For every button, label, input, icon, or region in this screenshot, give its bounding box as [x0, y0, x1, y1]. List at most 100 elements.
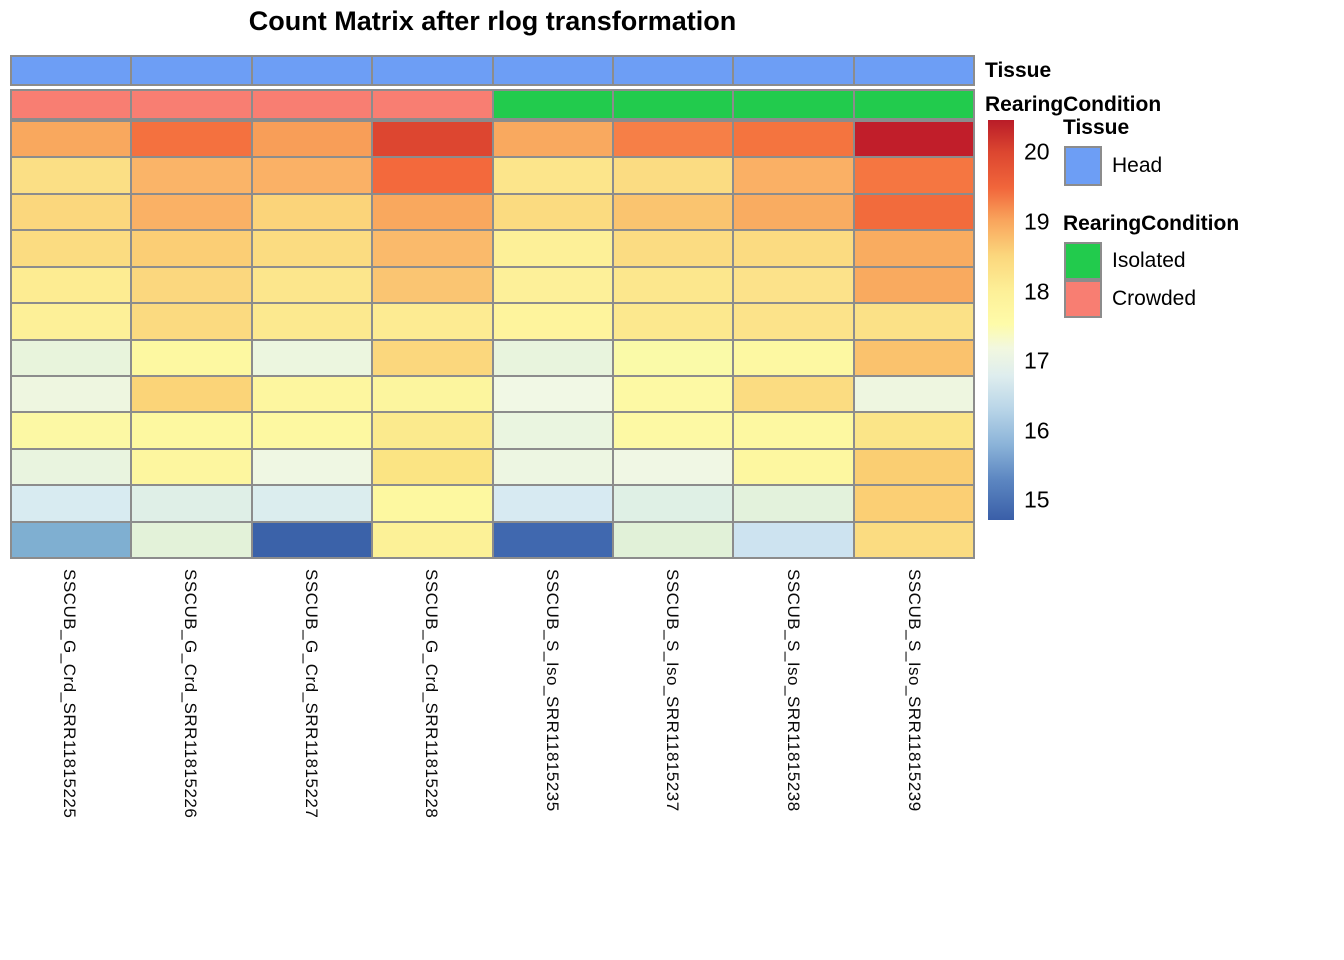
heatmap-cell — [132, 413, 251, 448]
heatmap-cell — [373, 122, 492, 157]
heatmap-cell — [734, 522, 853, 557]
heatmap-cell — [613, 449, 733, 485]
legend-tissue-header: Tissue — [1063, 116, 1130, 139]
tissue-annotation-cell — [493, 57, 612, 84]
heatmap-cell — [493, 340, 612, 375]
heatmap-cell — [854, 376, 973, 412]
heatmap-cell — [613, 194, 733, 230]
heatmap-cell — [373, 158, 492, 193]
heatmap-cell — [132, 486, 251, 521]
heatmap-cell — [252, 376, 372, 412]
heatmap-cell — [132, 231, 251, 266]
heatmap-cell — [373, 194, 492, 230]
rearing-annotation-cell — [252, 91, 372, 118]
rearing-annotation-cell — [373, 91, 492, 118]
annotation-row-tissue — [10, 55, 975, 86]
heatmap-cell — [613, 486, 733, 521]
tissue-annotation-cell — [12, 57, 131, 84]
heatmap-cell — [132, 340, 251, 375]
heatmap-cell — [252, 522, 372, 557]
crowded-legend-label: Crowded — [1112, 287, 1197, 310]
rearing-annotation-cell — [132, 91, 251, 118]
annotation-label-rearing-condition: RearingCondition — [985, 93, 1162, 116]
heatmap-cell — [252, 449, 372, 485]
tissue-annotation-cell — [854, 57, 973, 84]
heatmap-cell — [12, 413, 131, 448]
heatmap-cell — [854, 449, 973, 485]
heatmap-cell — [252, 304, 372, 339]
heatmap-cell — [373, 267, 492, 303]
heatmap-cell — [854, 267, 973, 303]
heatmap-cell — [132, 194, 251, 230]
colorbar-gradient — [988, 120, 1014, 520]
heatmap-cell — [613, 231, 733, 266]
heatmap-cell — [252, 158, 372, 193]
heatmap-cell — [252, 340, 372, 375]
rearing-annotation-cell — [613, 91, 733, 118]
rearing-annotation-cell — [493, 91, 612, 118]
head-legend-label: Head — [1112, 154, 1163, 177]
heatmap-cell — [373, 486, 492, 521]
heatmap-cell — [613, 158, 733, 193]
heatmap-cell — [373, 231, 492, 266]
heatmap-cell — [613, 122, 733, 157]
heatmap-cell — [734, 158, 853, 193]
heatmap-cell — [613, 522, 733, 557]
tissue-annotation-cell — [373, 57, 492, 84]
heatmap-cell — [493, 122, 612, 157]
heatmap-cell — [12, 449, 131, 485]
heatmap-cell — [854, 158, 973, 193]
tissue-annotation-cell — [132, 57, 251, 84]
heatmap-cell — [734, 340, 853, 375]
heatmap-cell — [132, 522, 251, 557]
annotation-label-tissue: Tissue — [985, 59, 1052, 82]
column-label: SSCUB_S_Iso_SRR11815239 — [904, 569, 924, 812]
heatmap-cell — [373, 449, 492, 485]
heatmap-cell — [12, 231, 131, 266]
heatmap-cell — [252, 413, 372, 448]
colorbar-tick-label: 20 — [1024, 138, 1050, 165]
heatmap-cell — [854, 122, 973, 157]
heatmap-cell — [613, 304, 733, 339]
heatmap-cell — [854, 194, 973, 230]
tissue-annotation-cell — [734, 57, 853, 84]
heatmap-cell — [252, 486, 372, 521]
tissue-annotation-cell — [252, 57, 372, 84]
heatmap-cell — [493, 522, 612, 557]
crowded-legend-swatch — [1064, 280, 1102, 318]
column-label: SSCUB_S_Iso_SRR11815237 — [663, 569, 683, 812]
heatmap-cell — [493, 194, 612, 230]
heatmap-cell — [12, 304, 131, 339]
heatmap-cell — [252, 231, 372, 266]
colorbar-tick-label: 17 — [1024, 347, 1050, 374]
colorbar-tick-label: 15 — [1024, 486, 1050, 513]
heatmap-cell — [132, 449, 251, 485]
heatmap-cell — [854, 413, 973, 448]
heatmap-cell — [734, 486, 853, 521]
heatmap-cell — [252, 122, 372, 157]
heatmap-cell — [132, 267, 251, 303]
heatmap-cell — [734, 194, 853, 230]
heatmap-cell — [12, 267, 131, 303]
column-label: SSCUB_S_Iso_SRR11815238 — [784, 569, 804, 812]
head-legend-swatch — [1064, 146, 1102, 186]
heatmap-cell — [734, 304, 853, 339]
rearing-annotation-cell — [854, 91, 973, 118]
isolated-legend-label: Isolated — [1112, 249, 1186, 272]
heatmap-cell — [373, 304, 492, 339]
column-label: SSCUB_G_Crd_SRR11815226 — [180, 569, 200, 819]
column-label: SSCUB_S_Iso_SRR11815235 — [542, 569, 562, 812]
colorbar-tick-label: 18 — [1024, 278, 1050, 305]
heatmap-cell — [613, 340, 733, 375]
heatmap-cell — [493, 231, 612, 266]
heatmap-cell — [493, 413, 612, 448]
column-label: SSCUB_G_Crd_SRR11815225 — [60, 569, 80, 819]
heatmap-cell — [613, 267, 733, 303]
isolated-legend-swatch — [1064, 242, 1102, 280]
rearing-annotation-cell — [734, 91, 853, 118]
heatmap-cell — [12, 194, 131, 230]
heatmap-cell — [252, 267, 372, 303]
heatmap-cell — [12, 340, 131, 375]
column-label: SSCUB_G_Crd_SRR11815227 — [301, 569, 321, 819]
heatmap-cell — [493, 449, 612, 485]
